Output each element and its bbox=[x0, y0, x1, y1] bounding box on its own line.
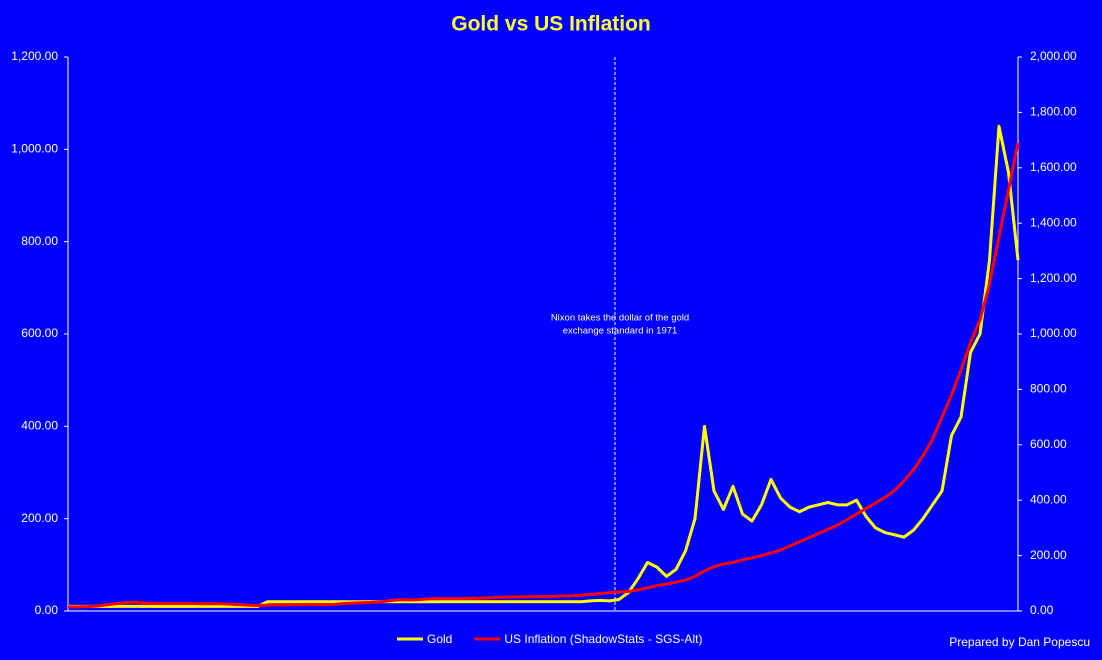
annotation: exchange standard in 1971 bbox=[563, 326, 678, 337]
legend-label: US Inflation (ShadowStats - SGS-Alt) bbox=[504, 632, 702, 646]
y-tick-label: 600.00 bbox=[21, 326, 58, 340]
y2-tick-label: 1,600.00 bbox=[1030, 160, 1077, 174]
y2-tick-label: 600.00 bbox=[1030, 437, 1067, 451]
y2-tick-label: 2,000.00 bbox=[1030, 49, 1077, 63]
footer: Prepared by Dan Popescu bbox=[949, 635, 1090, 649]
y-tick-label: 200.00 bbox=[21, 511, 58, 525]
y2-tick-label: 1,800.00 bbox=[1030, 105, 1077, 119]
series-line bbox=[68, 124, 1020, 608]
annotation: Nixon takes the dollar of the gold bbox=[551, 313, 689, 324]
chart-title: Gold vs US Inflation bbox=[451, 13, 651, 36]
y2-tick-label: 1,400.00 bbox=[1030, 215, 1077, 229]
y-tick-label: 400.00 bbox=[21, 419, 58, 433]
y2-tick-label: 200.00 bbox=[1030, 548, 1067, 562]
y2-tick-label: 0.00 bbox=[1030, 603, 1054, 617]
y2-tick-label: 400.00 bbox=[1030, 492, 1067, 506]
y-tick-label: 800.00 bbox=[21, 234, 58, 248]
legend-label: Gold bbox=[427, 632, 452, 646]
y-tick-label: 1,200.00 bbox=[11, 49, 58, 63]
y-tick-label: 0.00 bbox=[35, 603, 59, 617]
y2-tick-label: 800.00 bbox=[1030, 382, 1067, 396]
y2-tick-label: 1,000.00 bbox=[1030, 326, 1077, 340]
y-tick-label: 1,000.00 bbox=[11, 142, 58, 156]
y2-tick-label: 1,200.00 bbox=[1030, 271, 1077, 285]
series-line bbox=[68, 142, 1020, 609]
